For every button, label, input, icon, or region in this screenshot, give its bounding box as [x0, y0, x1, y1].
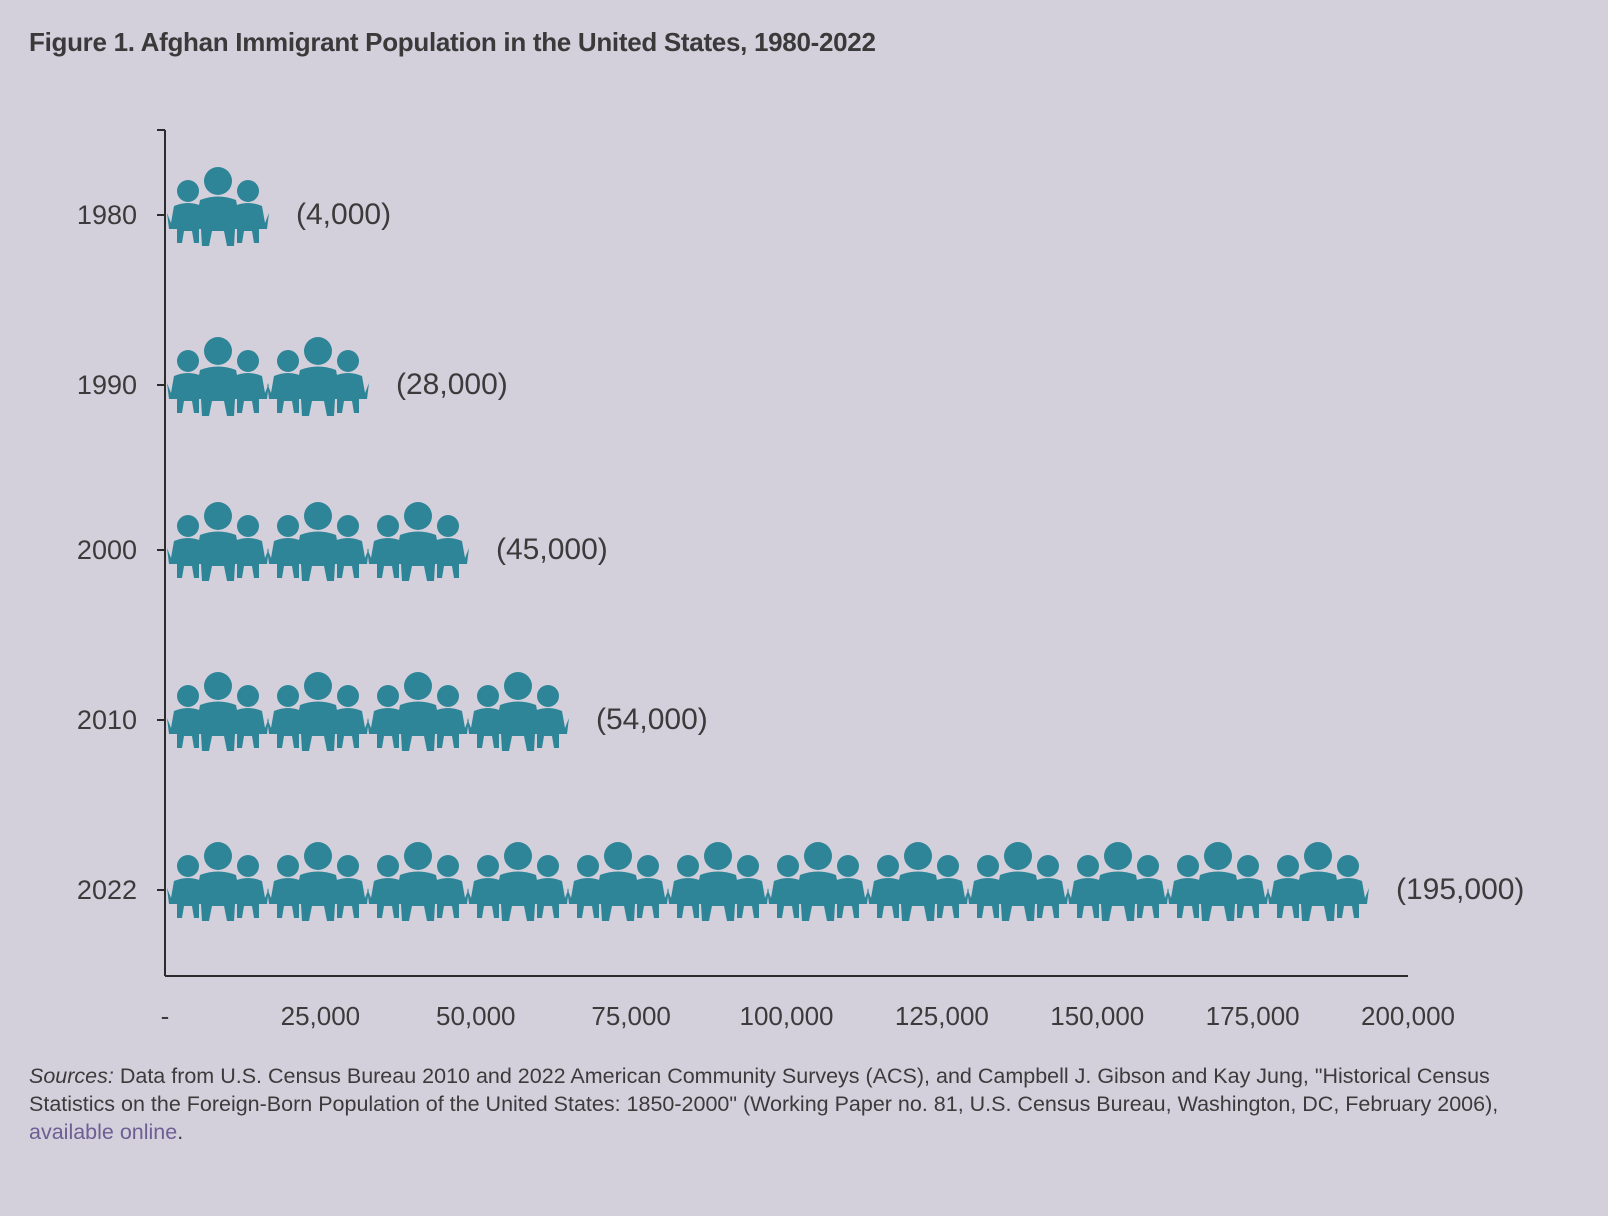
sources-lead: Sources: [29, 1064, 114, 1088]
bar-1980 [167, 167, 269, 246]
data-label: (45,000) [496, 533, 608, 566]
available-online-link[interactable]: available online [29, 1120, 178, 1144]
x-tick-label: - [161, 1001, 170, 1031]
data-label: (28,000) [396, 368, 508, 401]
y-tick-label: 1990 [77, 370, 137, 400]
people-group-icon [267, 337, 369, 416]
figure-title: Figure 1. Afghan Immigrant Population in… [29, 27, 876, 57]
people-group-icon [167, 502, 269, 581]
bar-2010 [167, 672, 569, 751]
y-tick-label: 1980 [77, 200, 137, 230]
people-group-icon [167, 672, 269, 751]
x-tick-label: 150,000 [1050, 1001, 1144, 1031]
people-group-icon [767, 842, 869, 921]
y-tick-label: 2000 [77, 535, 137, 565]
x-tick-label: 100,000 [740, 1001, 834, 1031]
people-group-icon [567, 842, 669, 921]
people-group-icon [967, 842, 1069, 921]
bar-row-1980: 1980 (4,000) [77, 167, 391, 246]
pictograph-chart: 1980 (4,000) 1990 (28,000) 2000 (45,000) 2010 (… [77, 129, 1524, 1031]
sources-body: Data from U.S. Census Bureau 2010 and 20… [29, 1064, 1499, 1116]
y-tick-label: 2010 [77, 705, 137, 735]
y-tick-label: 2022 [77, 875, 137, 905]
sources-note: Sources: Data from U.S. Census Bureau 20… [29, 1062, 1559, 1146]
x-tick-label: 200,000 [1361, 1001, 1455, 1031]
data-label: (4,000) [296, 198, 391, 231]
bar-2000 [167, 502, 469, 581]
people-group-icon [467, 842, 569, 921]
bar-row-2010: 2010 (54,000) [77, 672, 708, 751]
people-group-icon [1267, 842, 1369, 921]
bar-row-2022: 2022 (195,000) [77, 842, 1524, 921]
data-label: (54,000) [596, 703, 708, 736]
bar-row-2000: 2000 (45,000) [77, 502, 608, 581]
sources-tail: . [177, 1120, 184, 1144]
data-label: (195,000) [1396, 873, 1524, 906]
people-group-icon [167, 337, 269, 416]
people-group-icon [167, 167, 269, 246]
people-group-icon [667, 842, 769, 921]
people-group-icon [267, 842, 369, 921]
x-tick-label: 25,000 [281, 1001, 361, 1031]
bar-2022 [167, 842, 1369, 921]
people-group-icon [267, 502, 369, 581]
bar-row-1990: 1990 (28,000) [77, 337, 508, 416]
x-tick-label: 50,000 [436, 1001, 516, 1031]
people-group-icon [467, 672, 569, 751]
x-tick-label: 175,000 [1206, 1001, 1300, 1031]
x-tick-label: 125,000 [895, 1001, 989, 1031]
people-group-icon [367, 502, 469, 581]
people-group-icon [1067, 842, 1169, 921]
people-group-icon [367, 842, 469, 921]
people-group-icon [367, 672, 469, 751]
people-group-icon [267, 672, 369, 751]
bar-1990 [167, 337, 369, 416]
x-tick-label: 75,000 [591, 1001, 671, 1031]
people-group-icon [167, 842, 269, 921]
people-group-icon [1167, 842, 1269, 921]
people-group-icon [867, 842, 969, 921]
